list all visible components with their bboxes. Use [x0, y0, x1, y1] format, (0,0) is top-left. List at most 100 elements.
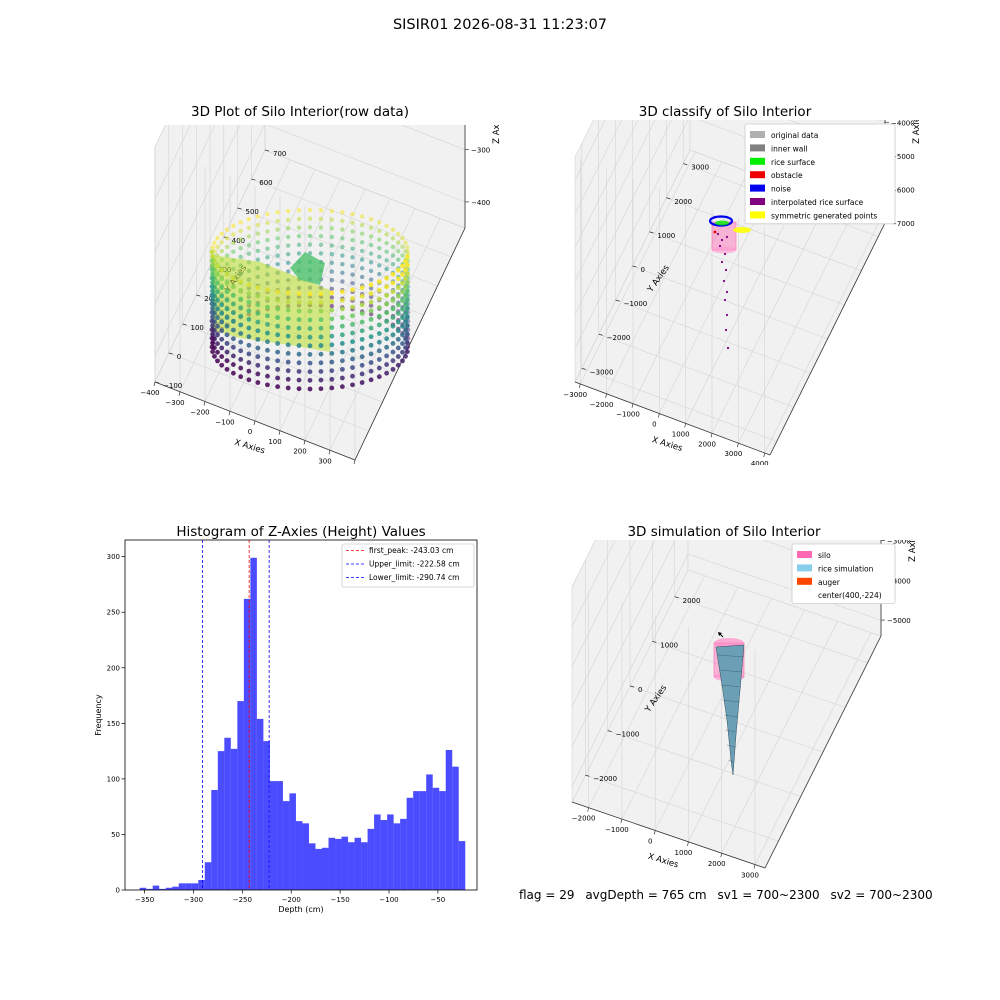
raw-point	[210, 297, 216, 303]
raw-point	[350, 296, 355, 301]
raw-point	[224, 323, 230, 329]
classify-3d-scatter: −3000−2000−100001000200030004000−3000−20…	[563, 120, 922, 465]
raw-point	[230, 293, 236, 298]
legend-label: silo	[818, 551, 831, 560]
raw-point	[275, 384, 281, 390]
raw-point	[404, 262, 410, 268]
raw-point	[368, 277, 374, 282]
z-tick-label: −7000	[891, 220, 915, 228]
raw-point	[238, 322, 244, 328]
raw-point	[329, 303, 335, 309]
raw-point	[215, 332, 220, 338]
y-tick-label: 700	[273, 150, 286, 158]
raw-point	[307, 242, 313, 247]
raw-point	[329, 359, 335, 365]
raw-point	[219, 328, 225, 334]
raw-point	[296, 377, 302, 383]
raw-point	[339, 315, 345, 320]
raw-point	[210, 262, 216, 268]
raw-point	[255, 214, 261, 219]
raw-point	[246, 342, 252, 348]
raw-point	[209, 310, 215, 315]
raw-point	[285, 217, 291, 222]
x-tick-label: −200	[190, 409, 209, 417]
legend-swatch	[797, 551, 812, 558]
x-tick	[328, 450, 331, 455]
raw-point	[230, 370, 236, 376]
raw-point	[230, 284, 236, 290]
x-tick	[578, 383, 581, 389]
raw-point	[329, 226, 335, 231]
raw-point	[246, 282, 252, 288]
raw-point	[219, 354, 225, 359]
raw-point	[403, 353, 408, 359]
raw-point	[368, 351, 374, 357]
raw-point	[339, 358, 345, 364]
raw-point	[350, 220, 355, 225]
raw-point	[340, 244, 345, 250]
interpolated-point	[724, 328, 728, 332]
raw-point	[384, 336, 390, 342]
raw-point	[215, 280, 220, 286]
raw-point	[350, 229, 355, 234]
y-tick	[154, 381, 160, 384]
raw-point	[396, 257, 401, 262]
raw-point	[340, 236, 345, 241]
raw-point	[210, 306, 216, 311]
z-axis-title: Z Axies (Depth)	[492, 125, 500, 144]
raw-point	[400, 263, 405, 269]
y-tick-label: 200	[107, 664, 120, 672]
raw-point	[215, 323, 220, 329]
raw-point	[296, 343, 302, 348]
raw-point	[318, 308, 324, 314]
raw-point	[219, 319, 225, 325]
surface-mesh-line	[717, 654, 745, 658]
raw-point	[390, 253, 396, 258]
raw-point	[307, 386, 313, 392]
raw-point	[255, 222, 261, 228]
histogram-bar	[308, 843, 316, 890]
raw-point	[390, 323, 396, 329]
raw-point	[359, 266, 365, 271]
sv1-stat: sv1 = 700~2300	[717, 888, 820, 902]
raw-point	[350, 356, 355, 362]
histogram-bar	[172, 886, 179, 890]
raw-point	[350, 281, 355, 286]
surface-mesh-line	[720, 684, 742, 688]
raw-point	[246, 234, 252, 239]
raw-point	[400, 306, 405, 312]
raw-3d-scatter: −400−300−200−1000100200300400−1000100200…	[140, 125, 500, 465]
raw-point	[350, 373, 355, 379]
raw-point	[210, 288, 216, 294]
x-tick	[631, 403, 634, 408]
raw-point	[404, 340, 410, 346]
raw-point	[210, 340, 216, 346]
histogram-bar	[315, 848, 323, 890]
raw-point	[400, 341, 405, 346]
raw-point	[368, 360, 374, 365]
histogram-bar	[263, 741, 270, 890]
raw-point	[339, 375, 345, 381]
histogram-bar	[250, 557, 257, 890]
raw-point	[209, 301, 215, 307]
raw-point	[265, 330, 270, 336]
histogram-bar	[211, 790, 218, 890]
y-tick-label: 0	[177, 353, 181, 361]
raw-point	[395, 302, 401, 308]
raw-point	[339, 332, 345, 338]
interpolated-point	[725, 313, 729, 317]
raw-point	[265, 339, 270, 345]
raw-point	[275, 323, 281, 329]
raw-point	[296, 369, 302, 374]
y-tick-label: 3000	[691, 164, 709, 172]
y-tick	[666, 197, 671, 200]
noise-points	[708, 215, 734, 227]
raw-point	[390, 332, 396, 338]
legend-label: interpolated rice surface	[771, 198, 864, 207]
raw-point	[359, 222, 365, 228]
y-tick	[264, 149, 270, 152]
raw-point	[350, 347, 355, 353]
raw-point	[210, 349, 216, 355]
raw-point	[275, 210, 280, 215]
y-tick-label: 2000	[683, 597, 701, 605]
